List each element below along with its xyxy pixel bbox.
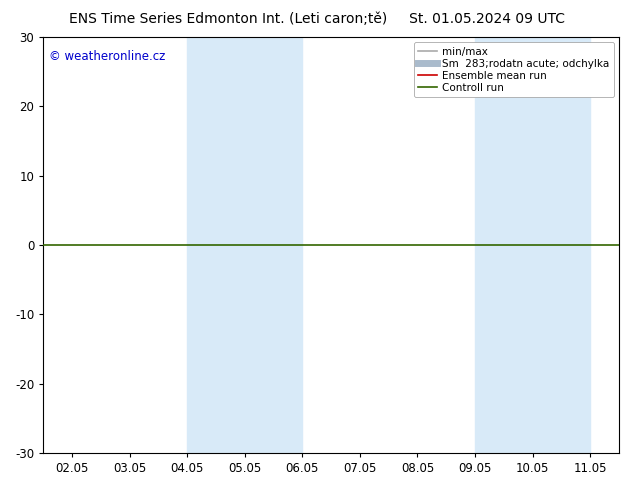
Text: ENS Time Series Edmonton Int. (Leti caron;tě)     St. 01.05.2024 09 UTC: ENS Time Series Edmonton Int. (Leti caro… [69,12,565,26]
Text: © weatheronline.cz: © weatheronline.cz [49,49,165,63]
Legend: min/max, Sm  283;rodatn acute; odchylka, Ensemble mean run, Controll run: min/max, Sm 283;rodatn acute; odchylka, … [414,42,614,97]
Bar [245,37,302,453]
Bar [533,37,590,453]
Bar [475,37,533,453]
Bar [187,37,245,453]
